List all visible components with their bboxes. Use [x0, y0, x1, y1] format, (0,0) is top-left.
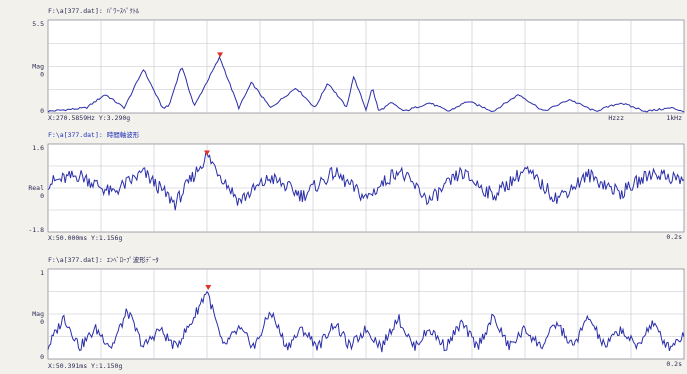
- y-tick-mid: 0: [40, 71, 44, 79]
- y-tick-bottom: 0: [40, 107, 44, 115]
- cursor-readout: X:50.000ms Y:1.156g: [48, 234, 122, 242]
- x-tick-mid: Hzzz: [608, 114, 624, 122]
- y-tick-top: 5.5: [32, 20, 44, 28]
- x-tick-right: 0.2s: [666, 360, 682, 368]
- panel-title: F:\a[377.dat]: 時間軸波形: [48, 130, 140, 139]
- y-axis-label: Mag: [32, 63, 44, 71]
- cursor-marker-icon[interactable]: [217, 52, 224, 58]
- cursor-marker-icon[interactable]: [204, 150, 210, 156]
- signal-trace: [47, 152, 685, 211]
- panel-title: F:\a[377.dat]: ｴﾝﾍﾞﾛｰﾌﾟ波形ﾃﾞｰﾀ: [48, 255, 159, 264]
- cursor-readout: X:50.391ms Y:1.150g: [48, 362, 122, 370]
- y-axis-label: Mag: [32, 310, 44, 318]
- signal-trace: [47, 55, 685, 113]
- y-tick-mid: 0: [40, 318, 44, 326]
- y-tick-top: 1.6: [32, 144, 44, 152]
- y-tick-bottom: -1.8: [28, 226, 44, 234]
- x-tick-right: 1kHz: [666, 114, 682, 122]
- y-tick-bottom: 0: [40, 353, 44, 361]
- panel-title: F:\a[377.dat]: ﾊﾟﾜｰｽﾍﾟｸﾄﾙ: [48, 7, 140, 15]
- cursor-readout: X:270.5859Hz Y:3.290g: [48, 114, 130, 122]
- y-tick-top: 1: [40, 269, 44, 277]
- y-axis-label: Real: [28, 184, 44, 192]
- y-tick-mid: 0: [40, 192, 44, 200]
- cursor-marker-icon[interactable]: [205, 285, 212, 290]
- x-tick-right: 0.2s: [666, 233, 682, 241]
- signal-trace: [47, 290, 685, 353]
